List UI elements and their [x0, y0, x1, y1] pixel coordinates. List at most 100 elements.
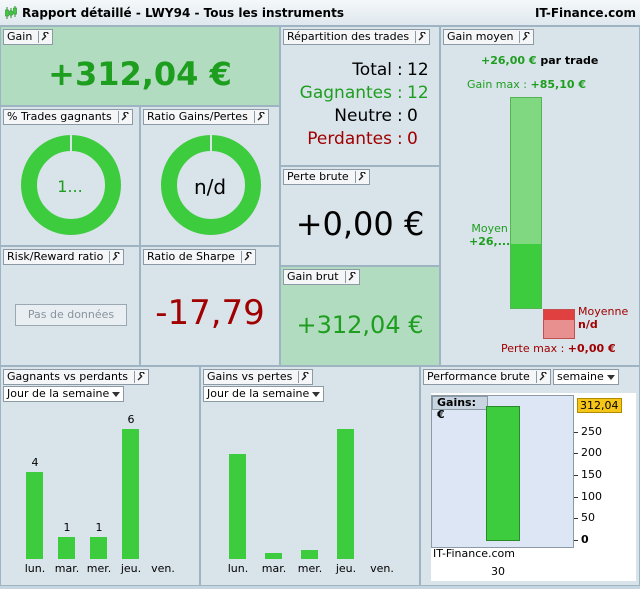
- risk-reward-panel-title: Risk/Reward ratio: [3, 249, 125, 265]
- per-trade-value: +26,00 €: [481, 54, 537, 67]
- bar: [122, 429, 139, 559]
- moyenne-annotation: Moyenne n/d: [578, 305, 628, 331]
- repartition-value: 12: [407, 83, 429, 103]
- settings-wrench-button[interactable]: [354, 171, 368, 183]
- settings-wrench-button[interactable]: [117, 111, 131, 123]
- bar: [90, 537, 107, 559]
- y-tick-mark: [574, 518, 578, 520]
- settings-wrench-button[interactable]: [415, 31, 428, 43]
- perte-brute-panel: Perte brute +0,00 €: [280, 166, 440, 266]
- bar-value-label: 1: [95, 521, 103, 535]
- repartition-value: 12: [407, 60, 429, 80]
- wrench-icon: [121, 112, 129, 121]
- sharpe-panel-title: Ratio de Sharpe: [143, 249, 256, 265]
- ratio-value: n/d: [193, 175, 227, 199]
- wrench-icon: [244, 252, 252, 261]
- chevron-down-icon: [112, 392, 121, 397]
- win-pct-panel-title: % Trades gagnants: [3, 109, 133, 125]
- candlestick-app-icon: [5, 6, 17, 19]
- sharpe-panel: Ratio de Sharpe -17,79: [140, 246, 280, 366]
- gagnants-perdants-period-select[interactable]: Jour de la semaine: [3, 386, 125, 402]
- sharpe-value: -17,79: [155, 293, 265, 333]
- y-tick-label: 200: [581, 446, 602, 460]
- gain-moyen-fill: [511, 243, 541, 308]
- wrench-icon: [112, 252, 121, 261]
- no-data-button[interactable]: Pas de données: [15, 304, 127, 326]
- performance-chart-area: Gains: € IT-Finance.com 312,04 250 200 150 1…: [431, 393, 636, 581]
- brand-label: IT-Finance.com: [534, 6, 636, 20]
- gain-moyen-panel: Gain moyen +26,00 € par trade Gain max :…: [440, 26, 640, 366]
- chevron-down-icon: [312, 392, 321, 397]
- gains-pertes-panel: Gains vs pertes Jour de la semaine lun. m…: [200, 366, 420, 586]
- x-tick-label: lun.: [24, 562, 46, 575]
- repartition-title-label: Répartition des trades: [287, 30, 410, 43]
- repartition-value: 0: [407, 129, 418, 149]
- x-tick-label: 30: [491, 565, 505, 578]
- gain-brut-title-label: Gain brut: [287, 270, 339, 283]
- window-titlebar: Rapport détaillé - LWY94 - Tous les inst…: [0, 0, 640, 26]
- gains-pertes-title-label: Gains vs pertes: [207, 370, 293, 383]
- window-title: Rapport détaillé - LWY94 - Tous les inst…: [22, 6, 344, 20]
- x-tick-label: mar.: [54, 562, 80, 575]
- moyen-annotation: Moyen +26,...: [469, 222, 510, 248]
- perte-brute-panel-title: Perte brute: [283, 169, 370, 185]
- gains-pertes-period-select[interactable]: Jour de la semaine: [203, 386, 325, 402]
- settings-wrench-button[interactable]: [298, 371, 311, 383]
- gain-max-value: +85,10 €: [530, 78, 586, 91]
- repartition-sep: :: [397, 106, 403, 126]
- per-trade-label: par trade: [540, 54, 599, 67]
- bar: [265, 553, 282, 559]
- perte-max-label: Perte max: [501, 342, 558, 355]
- select-value: semaine: [557, 370, 604, 383]
- wrench-icon: [522, 32, 531, 41]
- repartition-sep: :: [397, 60, 403, 80]
- settings-wrench-button[interactable]: [109, 251, 122, 263]
- y-tick-mark: [574, 496, 578, 498]
- wrench-icon: [301, 372, 310, 381]
- gain-title-label: Gain: [7, 30, 33, 43]
- bar: [486, 406, 520, 541]
- performance-period-select[interactable]: semaine: [553, 369, 619, 385]
- y-tick-mark: [574, 540, 578, 541]
- settings-wrench-button[interactable]: [519, 31, 532, 43]
- settings-wrench-button[interactable]: [535, 371, 549, 383]
- bar-value-label: 6: [127, 413, 135, 426]
- settings-wrench-button[interactable]: [344, 271, 358, 283]
- y-tick-label: 250: [581, 424, 602, 438]
- x-tick-label: mar.: [261, 562, 287, 575]
- bar-value-label: 4: [31, 456, 39, 470]
- x-tick-label: mer.: [86, 562, 112, 575]
- moyen-label: Moyen: [471, 222, 508, 235]
- settings-wrench-button[interactable]: [134, 371, 147, 383]
- repartition-sep: :: [397, 129, 403, 149]
- gain-brut-panel: Gain brut +312,04 €: [280, 266, 440, 366]
- gain-brut-value: +312,04 €: [296, 311, 424, 339]
- bar: [301, 549, 318, 559]
- performance-brute-panel-title: Performance brute: [423, 369, 551, 385]
- y-tick-label: 100: [581, 489, 602, 503]
- gain-max-label: Gain max: [467, 78, 520, 91]
- bar: [58, 537, 75, 559]
- settings-wrench-button[interactable]: [253, 111, 267, 123]
- settings-wrench-button[interactable]: [240, 251, 254, 263]
- gagnants-perdants-title-label: Gagnants vs perdants: [7, 370, 129, 383]
- repartition-value: 0: [407, 106, 418, 126]
- win-pct-value: 1...: [57, 177, 83, 196]
- performance-brute-panel: Performance brute semaine Gains: € IT-Fi…: [420, 366, 640, 586]
- per-trade-line: +26,00 € par trade: [481, 54, 598, 67]
- y-tick-label: 0: [581, 533, 589, 546]
- repartition-label: Neutre: [334, 106, 392, 126]
- perte-max-value: +0,00 €: [567, 342, 616, 355]
- win-pct-title-label: % Trades gagnants: [7, 110, 112, 123]
- bar-value-label: 1: [63, 521, 71, 535]
- series-label-box: Gains: €: [432, 396, 488, 421]
- performance-plot: Gains: €: [431, 395, 574, 548]
- y-tick-mark: [574, 453, 578, 455]
- gain-max-bar: [510, 97, 542, 309]
- settings-wrench-button[interactable]: [38, 31, 51, 43]
- risk-title-label: Risk/Reward ratio: [7, 250, 104, 263]
- gain-max-sep: :: [523, 78, 527, 91]
- perte-moyenne-fill: [544, 310, 574, 320]
- risk-reward-panel: Risk/Reward ratio Pas de données: [0, 246, 140, 366]
- moyenne-label: Moyenne: [578, 305, 629, 318]
